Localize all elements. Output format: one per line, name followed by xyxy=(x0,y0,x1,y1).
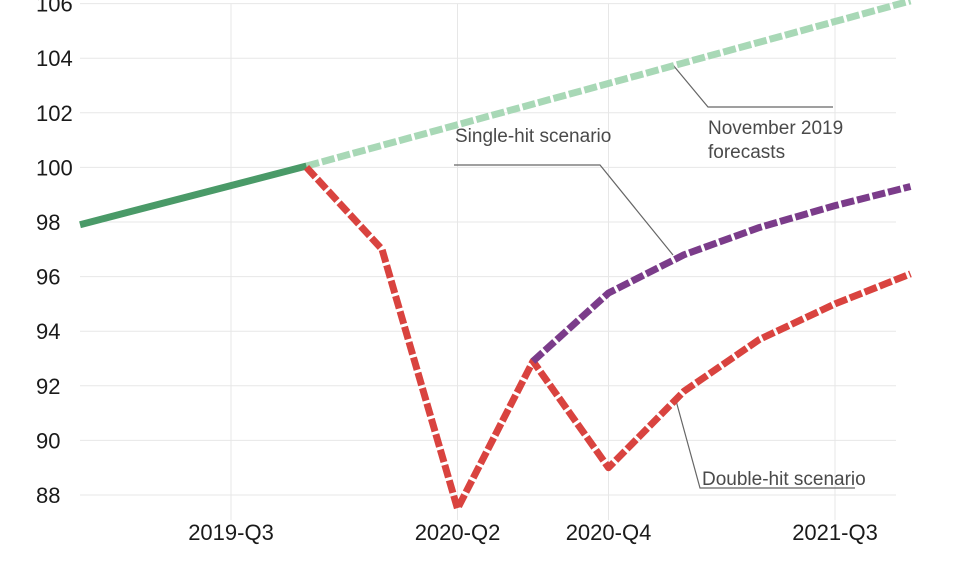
annotation-leader-lines xyxy=(454,64,855,489)
annotation-single: Single-hit scenario xyxy=(455,126,611,147)
y-axis-tick-labels: 88 90 92 94 96 98 100 102 104 106 xyxy=(36,0,73,508)
y-tick-label: 106 xyxy=(36,0,73,17)
leader-double xyxy=(674,396,855,489)
series-line-history xyxy=(79,162,308,229)
series-line-double xyxy=(303,165,912,513)
annotation-line: forecasts xyxy=(708,142,785,163)
x-tick-label: 2021-Q3 xyxy=(792,520,878,545)
x-tick-label: 2019-Q3 xyxy=(188,520,274,545)
leader-forecast xyxy=(672,64,833,108)
gridlines xyxy=(80,3,896,520)
annotation-line: Double-hit scenario xyxy=(702,469,866,490)
y-tick-label: 100 xyxy=(36,155,73,180)
annotation-double: Double-hit scenario xyxy=(702,469,866,490)
series-line-single xyxy=(530,183,912,364)
x-tick-label: 2020-Q4 xyxy=(566,520,652,545)
annotation-line: November 2019 xyxy=(708,118,843,139)
x-axis-tick-labels: 2019-Q3 2020-Q2 2020-Q4 2021-Q3 xyxy=(188,520,878,545)
annotations: November 2019 forecasts Single-hit scenari… xyxy=(455,118,866,490)
leader-single xyxy=(454,164,674,256)
y-tick-label: 92 xyxy=(36,374,60,399)
annotation-line: Single-hit scenario xyxy=(455,126,611,147)
y-tick-label: 104 xyxy=(36,46,73,71)
y-tick-label: 98 xyxy=(36,210,60,235)
y-tick-label: 90 xyxy=(36,428,60,453)
annotation-forecast: November 2019 forecasts xyxy=(708,118,843,163)
series-line-forecast xyxy=(305,0,912,170)
series-lines xyxy=(79,0,912,513)
y-tick-label: 88 xyxy=(36,483,60,508)
x-tick-label: 2020-Q2 xyxy=(415,520,501,545)
y-tick-label: 96 xyxy=(36,265,60,290)
y-tick-label: 94 xyxy=(36,319,60,344)
y-tick-label: 102 xyxy=(36,101,73,126)
